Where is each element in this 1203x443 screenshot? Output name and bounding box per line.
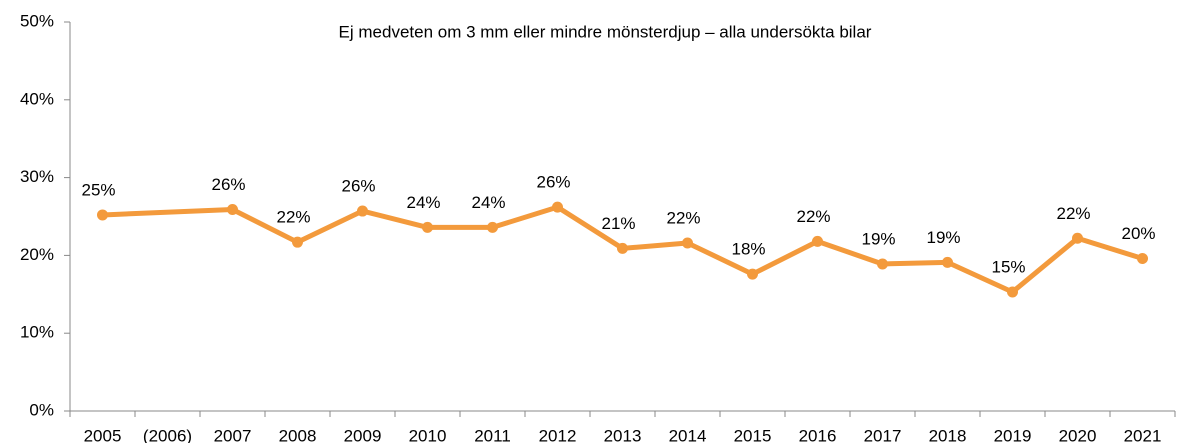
x-tick-label: 2015	[734, 426, 772, 443]
point	[1137, 253, 1148, 265]
point	[812, 235, 823, 247]
x-tick-label: 2021	[1124, 426, 1162, 443]
data-label: 25%	[81, 180, 115, 199]
data-label: 18%	[731, 240, 765, 259]
x-tick-label: 2011	[474, 426, 511, 443]
x-tick-label: 2008	[279, 426, 317, 443]
data-label: 22%	[666, 208, 700, 227]
data-label: 22%	[1056, 204, 1090, 223]
point	[552, 201, 563, 213]
data-label: 21%	[601, 214, 635, 233]
data-label: 24%	[471, 193, 505, 212]
x-tick-label: 2007	[214, 426, 252, 443]
x-tick-label: 2019	[994, 426, 1032, 443]
point	[1007, 286, 1018, 298]
x-tick-label: 2012	[539, 426, 577, 443]
series-line	[102, 204, 1144, 295]
y-tick-label: 30%	[20, 167, 54, 186]
y-tick-label: 40%	[20, 89, 54, 108]
x-tick-label: 2013	[604, 426, 642, 443]
x-tick-label: 2017	[864, 426, 902, 443]
point	[617, 242, 628, 254]
x-tick-label: 2018	[929, 426, 967, 443]
data-label: 26%	[536, 173, 570, 192]
data-label: 26%	[211, 175, 245, 194]
point	[97, 209, 108, 221]
point	[682, 237, 693, 249]
x-tick-label: 2005	[84, 426, 122, 443]
data-label: 24%	[406, 193, 440, 212]
point	[227, 203, 238, 215]
x-tick-label: 2016	[799, 426, 837, 443]
point	[357, 205, 368, 217]
point	[1072, 232, 1083, 244]
data-label: 19%	[926, 228, 960, 247]
point	[292, 236, 303, 248]
x-tick-label: 2014	[669, 426, 707, 443]
x-tick-label: (2006)	[143, 426, 192, 443]
data-label: 22%	[796, 207, 830, 226]
data-label: 26%	[341, 177, 375, 196]
y-tick-label: 10%	[20, 323, 54, 342]
point	[877, 258, 888, 270]
point	[422, 221, 433, 233]
y-tick-label: 50%	[20, 11, 54, 30]
y-tick-label: 0%	[29, 400, 54, 419]
point	[487, 221, 498, 233]
data-label: 19%	[861, 229, 895, 248]
y-tick-label: 20%	[20, 245, 54, 264]
data-label: 22%	[276, 208, 310, 227]
x-tick-label: 2010	[409, 426, 447, 443]
point	[747, 268, 758, 280]
point	[942, 256, 953, 268]
chart-title: Ej medveten om 3 mm eller mindre mönster…	[339, 22, 872, 41]
data-label: 15%	[991, 257, 1025, 276]
x-tick-label: 2009	[344, 426, 382, 443]
x-tick-label: 2020	[1059, 426, 1097, 443]
data-label: 20%	[1121, 224, 1155, 243]
